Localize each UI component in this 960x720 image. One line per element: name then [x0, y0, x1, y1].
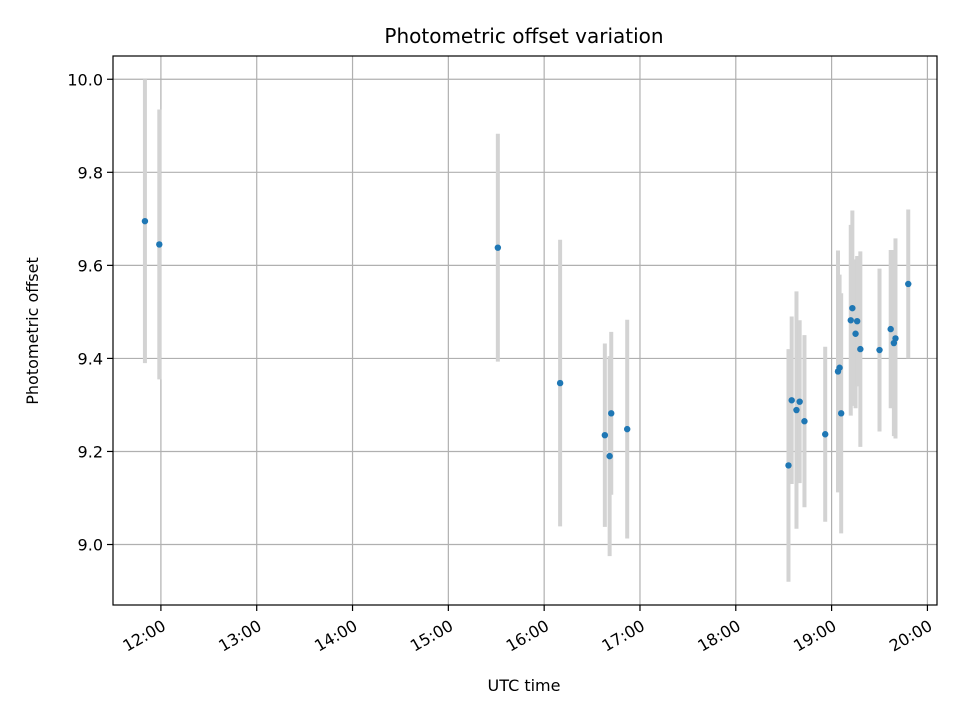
y-tick-label: 9.0: [78, 536, 103, 555]
plot-frame: [112, 55, 938, 606]
data-point: [853, 317, 861, 325]
data-point: [876, 346, 883, 354]
data-point: [494, 244, 502, 251]
data-point: [796, 398, 803, 405]
data-point: [849, 304, 856, 312]
x-tick-label: 13:00: [215, 616, 264, 656]
y-axis-label: Photometric offset: [23, 257, 42, 405]
data-point: [608, 410, 615, 417]
grid-lines: [113, 56, 937, 605]
chart-title: Photometric offset variation: [384, 24, 663, 48]
data-point: [857, 345, 864, 353]
y-tick-label: 10.0: [67, 70, 103, 89]
y-tick-label: 9.6: [78, 256, 103, 275]
x-tick-label: 17:00: [599, 616, 648, 656]
data-point: [801, 418, 808, 425]
data-point: [836, 364, 843, 371]
data-point: [624, 425, 631, 433]
data-point: [822, 431, 829, 438]
data-point: [556, 379, 564, 387]
data-point: [788, 397, 795, 404]
y-tick-label: 9.4: [78, 349, 103, 368]
x-axis-ticks: 12:00 13:00 14:00 15:00 16:00 17:00 18:00 19:00…: [119, 605, 935, 656]
x-tick-label: 14:00: [311, 616, 360, 656]
data-point: [905, 280, 912, 288]
y-tick-label: 9.2: [78, 442, 103, 461]
x-tick-label: 18:00: [694, 616, 743, 656]
data-point: [892, 335, 899, 342]
data-point: [847, 317, 854, 324]
data-point: [887, 325, 894, 333]
x-axis-label: UTC time: [488, 676, 561, 695]
x-tick-label: 19:00: [790, 616, 839, 656]
data-point: [837, 410, 845, 417]
x-tick-label: 12:00: [119, 616, 168, 656]
error-bars: [142, 79, 911, 582]
data-point: [793, 406, 800, 414]
x-tick-label: 20:00: [886, 616, 935, 656]
data-point: [156, 241, 163, 248]
data-points: [141, 217, 912, 469]
data-point: [606, 452, 613, 460]
x-tick-label: 16:00: [503, 616, 552, 656]
data-point: [852, 330, 859, 337]
y-tick-label: 9.8: [78, 163, 103, 182]
data-point: [141, 217, 149, 225]
data-point: [601, 431, 609, 439]
data-point: [785, 462, 792, 469]
x-tick-label: 15:00: [407, 616, 456, 656]
y-axis-ticks: 9.0 9.2 9.4 9.6 9.8 10.0: [67, 70, 113, 555]
